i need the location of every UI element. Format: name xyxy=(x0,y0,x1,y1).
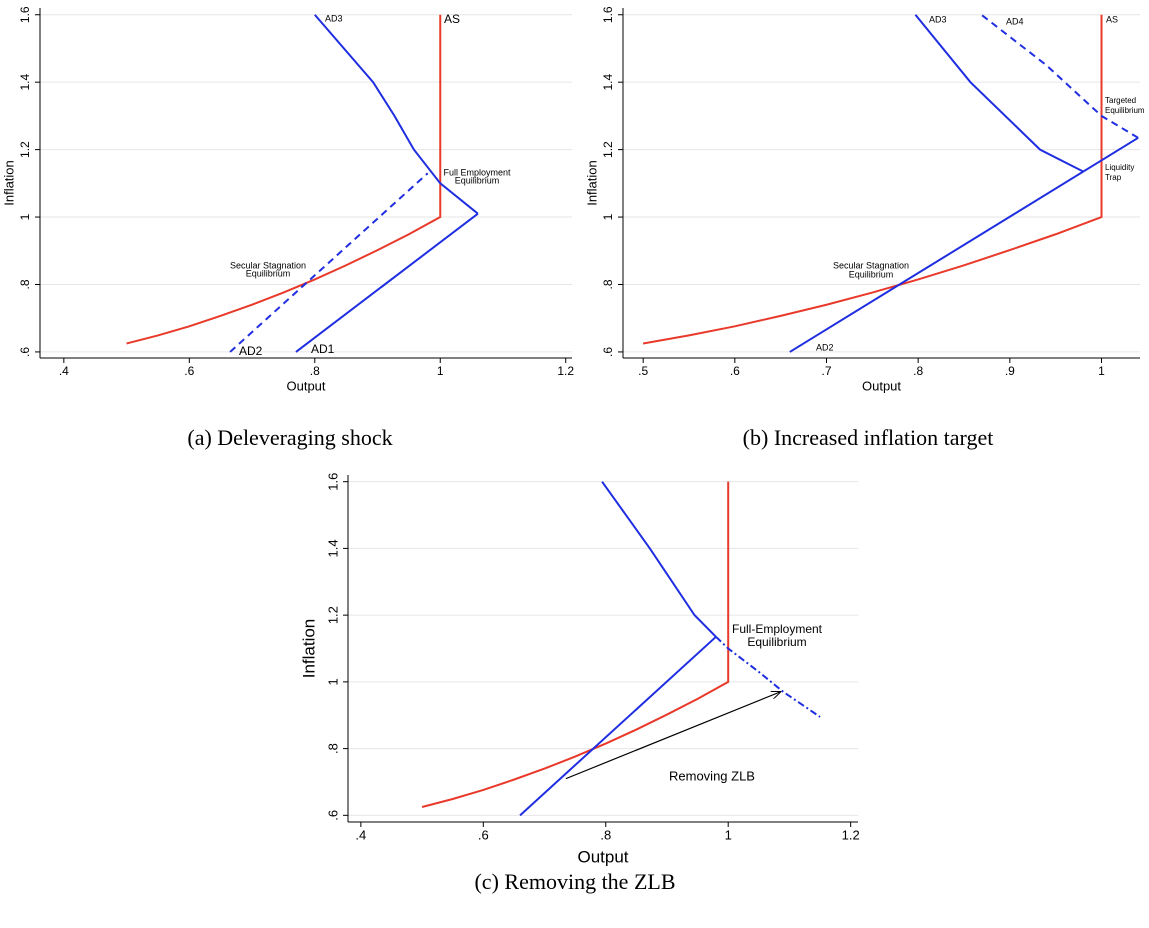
series-label: AS xyxy=(1106,14,1118,24)
x-tick-label: .4 xyxy=(59,364,69,378)
x-tick-label: 1 xyxy=(1098,364,1105,378)
x-tick-label: 1 xyxy=(437,364,444,378)
annotation: Equilibrium xyxy=(246,268,291,278)
series-label: AD3 xyxy=(929,14,947,24)
annotation: Removing ZLB xyxy=(669,768,755,783)
y-tick-label: .8 xyxy=(601,279,615,289)
annotation: Equilibrium xyxy=(849,269,894,279)
series-line xyxy=(229,172,429,353)
y-tick-label: 1.4 xyxy=(325,539,340,557)
x-axis-title: Output xyxy=(577,847,628,866)
y-tick-label: .8 xyxy=(18,279,32,289)
series-label: AD3 xyxy=(325,13,343,23)
annotation: Equilibrium xyxy=(1105,106,1145,115)
y-tick-label: 1 xyxy=(325,678,340,685)
x-tick-label: .4 xyxy=(355,827,366,842)
x-tick-label: .8 xyxy=(600,827,611,842)
x-tick-label: 1.2 xyxy=(842,827,860,842)
annotation: Secular Stagnation xyxy=(230,260,306,270)
arrow xyxy=(565,692,780,780)
x-tick-label: .9 xyxy=(1005,364,1015,378)
series-label: AS xyxy=(444,12,460,26)
y-tick-label: .6 xyxy=(18,347,32,357)
y-tick-label: 1.6 xyxy=(18,6,32,23)
series-line xyxy=(314,14,479,215)
series-line xyxy=(421,481,730,808)
annotation: Liquidity xyxy=(1105,163,1134,172)
x-tick-label: .6 xyxy=(184,364,194,378)
x-axis-title: Output xyxy=(286,378,325,393)
series-line xyxy=(980,13,1139,139)
caption: (b) Increased inflation target xyxy=(743,425,994,450)
y-tick-label: .8 xyxy=(325,743,340,754)
series-label: AD4 xyxy=(1006,16,1024,26)
annotation: Trap xyxy=(1105,173,1122,182)
y-axis-title: Inflation xyxy=(584,160,599,206)
series-line xyxy=(519,636,717,817)
series-line xyxy=(715,636,821,718)
annotation: Equilibrium xyxy=(747,635,806,649)
annotation: Equilibrium xyxy=(455,175,500,185)
y-tick-label: 1.2 xyxy=(325,606,340,624)
x-tick-label: .6 xyxy=(730,364,740,378)
series-label: AD2 xyxy=(816,342,834,352)
y-tick-label: 1.2 xyxy=(601,141,615,158)
y-tick-label: 1.2 xyxy=(18,141,32,158)
x-tick-label: 1.2 xyxy=(557,364,574,378)
y-tick-label: 1.6 xyxy=(325,473,340,491)
series-line xyxy=(642,14,1103,345)
x-tick-label: 1 xyxy=(725,827,732,842)
annotation: Full Employment xyxy=(443,167,511,177)
series-line xyxy=(126,14,442,345)
y-tick-label: .6 xyxy=(325,810,340,821)
x-axis-title: Output xyxy=(862,378,901,393)
y-axis-title: Inflation xyxy=(299,619,318,679)
caption: (c) Removing the ZLB xyxy=(474,869,675,894)
y-tick-label: 1.6 xyxy=(601,6,615,23)
series-label: AD1 xyxy=(311,342,335,356)
x-tick-label: .5 xyxy=(638,364,648,378)
annotation: Targeted xyxy=(1105,96,1136,105)
y-tick-label: 1.4 xyxy=(18,74,32,91)
series-label: AD2 xyxy=(239,344,263,358)
x-tick-label: .8 xyxy=(913,364,923,378)
series-line xyxy=(601,481,717,638)
y-tick-label: 1.4 xyxy=(601,74,615,91)
y-tick-label: .6 xyxy=(601,347,615,357)
series-line xyxy=(295,212,479,353)
x-tick-label: .6 xyxy=(478,827,489,842)
x-tick-label: .7 xyxy=(821,364,831,378)
y-tick-label: 1 xyxy=(18,213,32,220)
y-axis-title: Inflation xyxy=(1,160,16,206)
annotation: Secular Stagnation xyxy=(833,260,909,270)
series-line xyxy=(914,14,1084,173)
series-line xyxy=(789,136,1139,353)
y-tick-label: 1 xyxy=(601,213,615,220)
caption: (a) Deleveraging shock xyxy=(187,425,392,450)
annotation: Full-Employment xyxy=(732,622,823,636)
x-tick-label: .8 xyxy=(310,364,320,378)
